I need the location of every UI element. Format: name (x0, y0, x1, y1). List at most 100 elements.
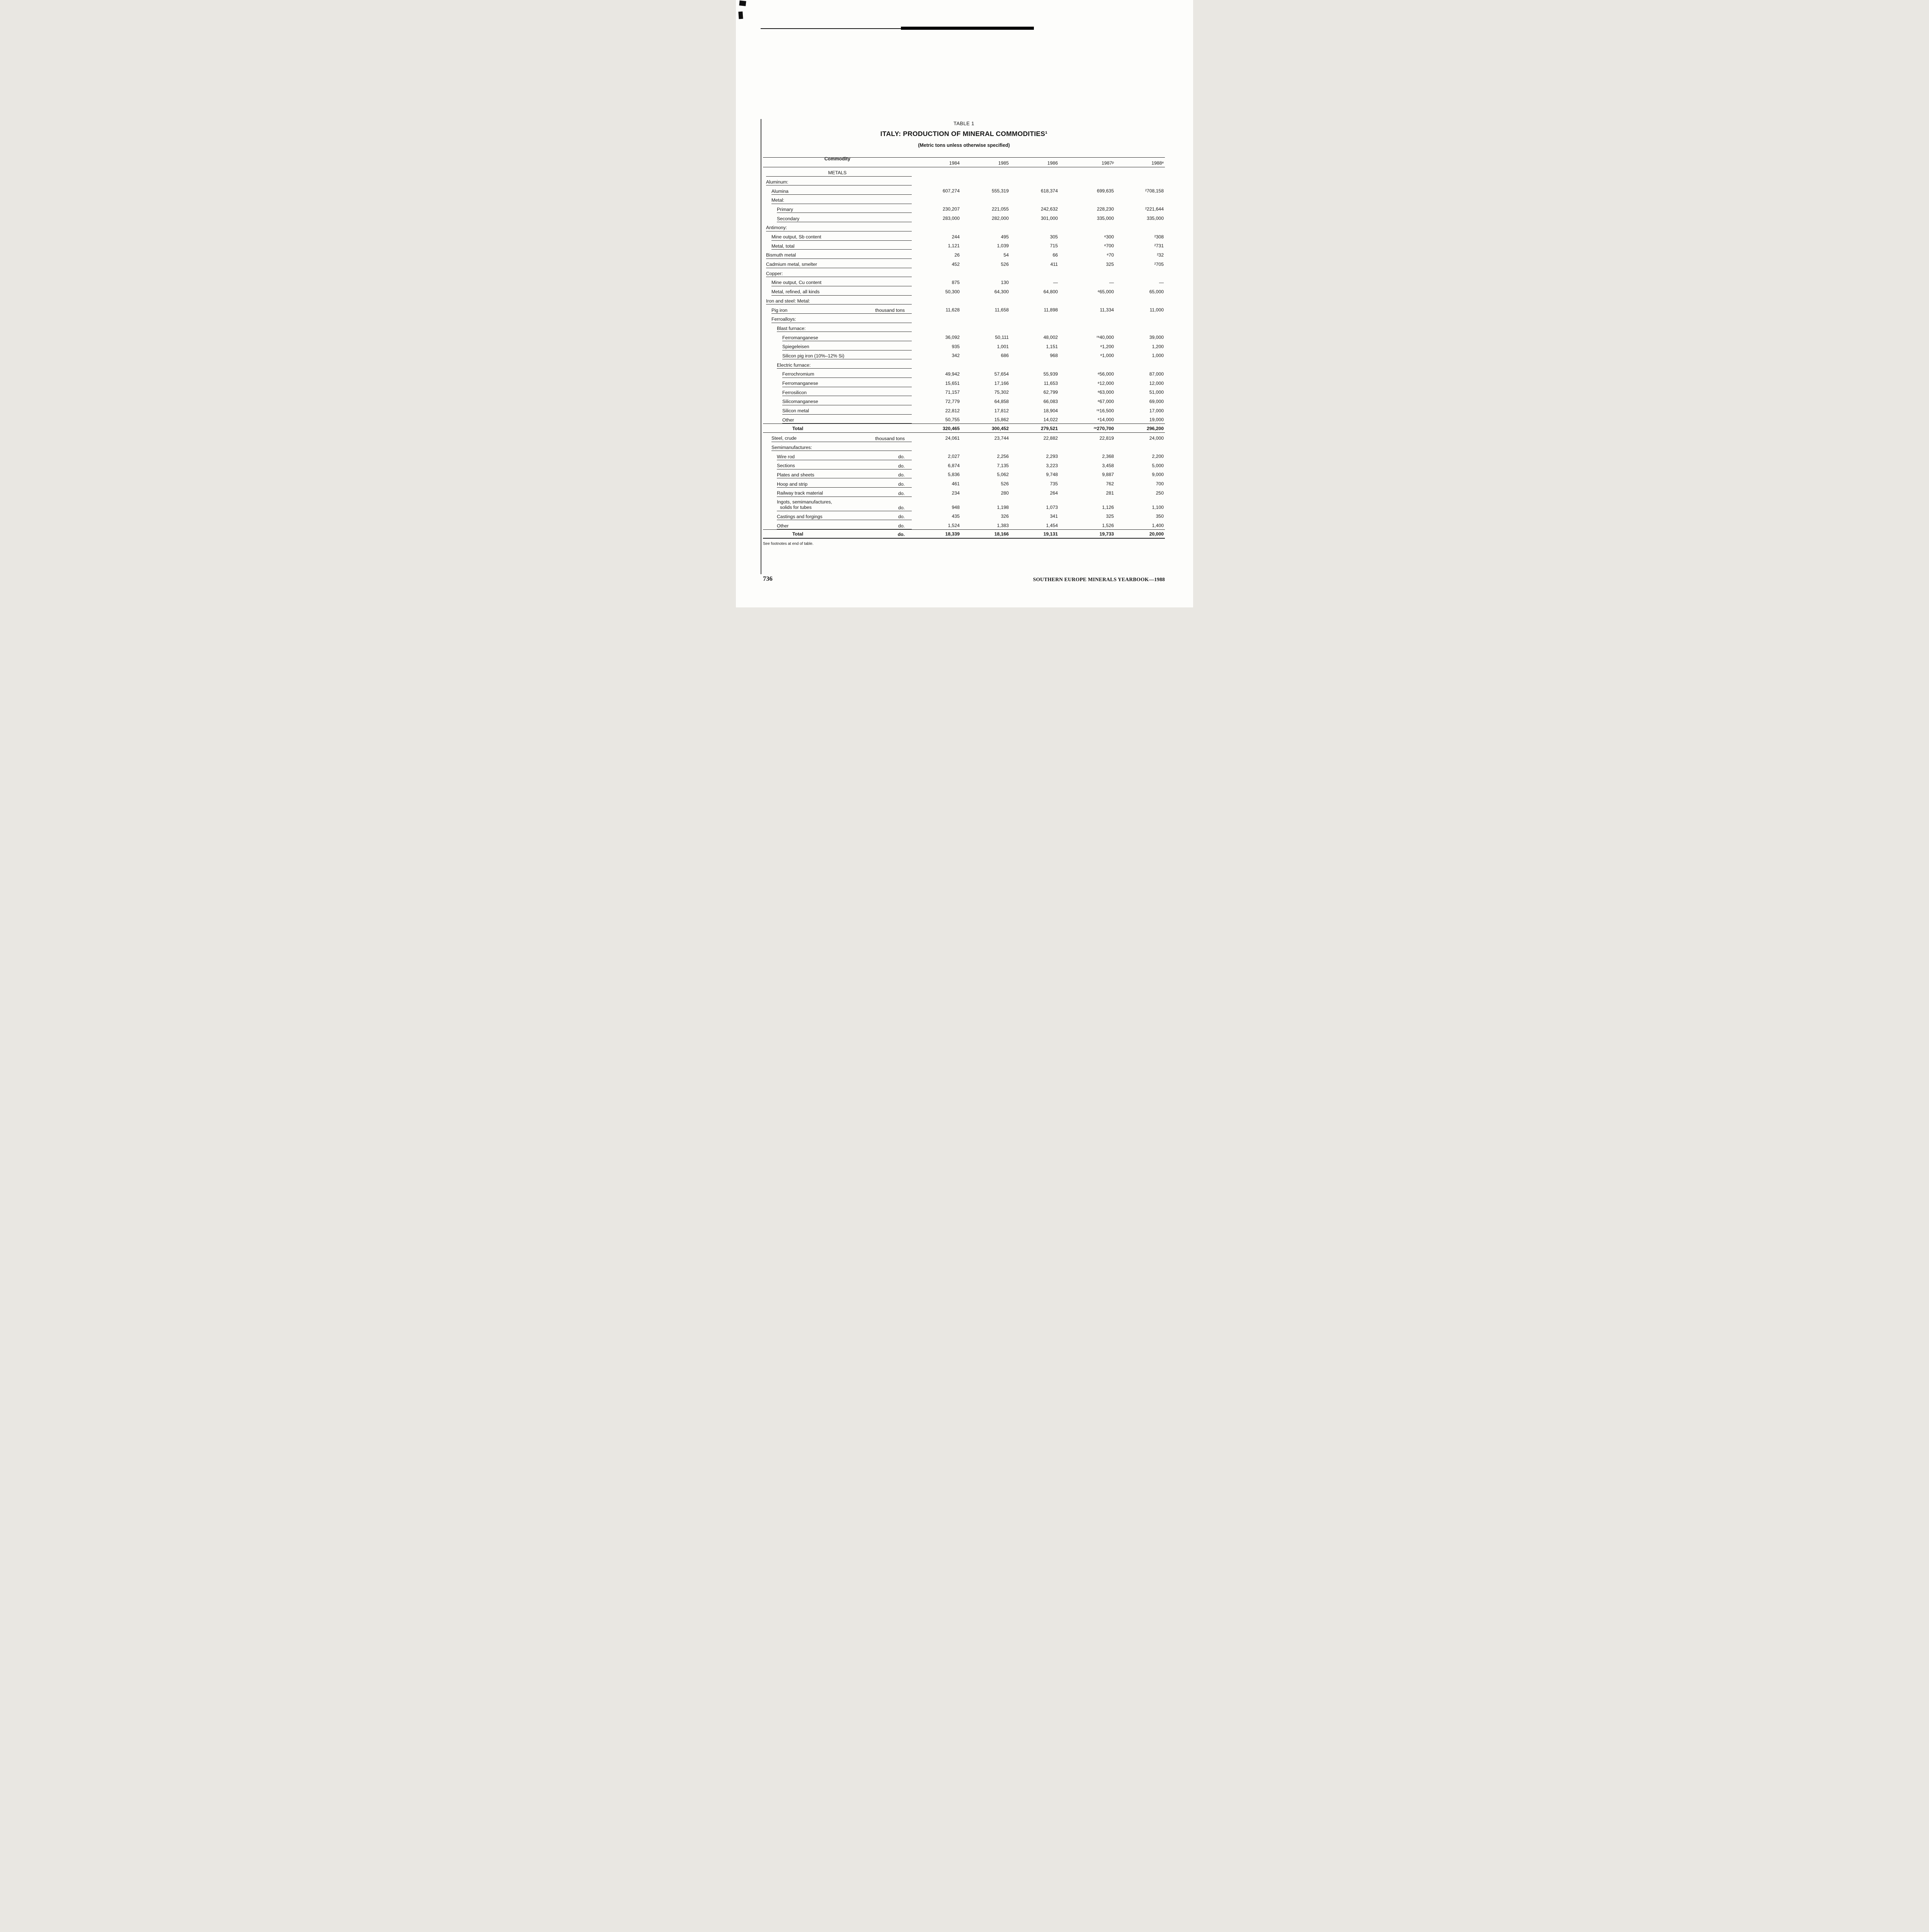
value-cell: 5,062 (997, 472, 1009, 478)
value-cell: 50,755 (945, 417, 960, 423)
value-cell: 305 (1050, 234, 1058, 240)
value-cell: 325 (1106, 261, 1114, 267)
commodity-label: Metal, total (771, 243, 795, 249)
value-cell: 1,383 (997, 523, 1009, 529)
footer-publication-title: SOUTHERN EUROPE MINERALS YEARBOOK—1988 (1033, 577, 1165, 582)
table-row: Silicon metal 22,812 17,812 18,904 ʳᵉ16,500 1… (763, 405, 1165, 415)
value-cell: 1,454 (1046, 523, 1058, 529)
commodity-label: Silicon metal (782, 408, 809, 414)
value-cell: 71,157 (945, 389, 960, 395)
value-cell: ʳᵉ16,500 (1096, 408, 1114, 413)
value-cell: 11,000 (1149, 307, 1164, 313)
value-cell: 228,230 (1096, 206, 1114, 212)
value-cell: 1,151 (1046, 344, 1058, 349)
value-cell: 1,198 (997, 504, 1009, 510)
unit-label: thousand tons (875, 435, 905, 441)
value-cell: 935 (952, 344, 960, 349)
value-cell: 700 (1156, 481, 1164, 487)
value-cell: 234 (952, 490, 960, 496)
unit-label: do. (898, 463, 905, 469)
table-row: Railway track material do. 234 280 264 281 250 (763, 488, 1165, 497)
commodity-cell: Plates and sheets do. (763, 469, 912, 479)
commodity-cell: Semimanufactures: (763, 442, 912, 451)
table-row: Ferrosilicon 71,157 75,302 62,799 ᵉ63,000 51,… (763, 387, 1165, 396)
value-cell: 5,000 (1152, 463, 1164, 468)
value-cell: 9,000 (1152, 472, 1164, 478)
value-cell: ᵉ14,000 (1098, 417, 1114, 423)
leader-line (771, 240, 912, 241)
value-cell: 57,654 (994, 371, 1009, 377)
commodity-label: Aluminum: (766, 179, 788, 185)
commodity-label: Ferroalloys: (771, 316, 796, 322)
value-cell: — (1159, 279, 1164, 285)
value-cell: 244 (952, 234, 960, 240)
commodity-cell: Iron and steel: Metal: (763, 296, 912, 305)
value-cell: ²308 (1154, 234, 1164, 240)
commodity-cell: Hoop and strip do. (763, 478, 912, 488)
table-row: Total 320,465 300,452 279,521 ʳᵉ270,700 296,2… (763, 423, 1165, 433)
table-row: Other do. 1,524 1,383 1,454 1,526 1,400 (763, 520, 1165, 530)
leader-line (771, 295, 912, 296)
commodity-label: Ferromanganese (782, 335, 818, 340)
commodity-cell: Alumina (763, 185, 912, 195)
value-cell: 341 (1050, 514, 1058, 519)
value-cell: 1,524 (948, 523, 960, 529)
commodity-label: Other (777, 523, 789, 529)
value-cell: 735 (1050, 481, 1058, 487)
unit-label: do. (898, 490, 905, 496)
commodity-cell: Other do. (763, 520, 912, 530)
value-cell: 7,135 (997, 463, 1009, 468)
scanned-page: TABLE 1 ITALY: PRODUCTION OF MINERAL COM… (736, 0, 1193, 607)
commodity-cell: Ferrosilicon (763, 387, 912, 396)
value-cell: 2,256 (997, 454, 1009, 459)
table-row: Silicomanganese 72,779 64,858 66,083 ᵉ67,000… (763, 396, 1165, 405)
commodity-cell: Railway track material do. (763, 488, 912, 497)
value-cell: 17,166 (994, 380, 1009, 386)
leader-line (771, 313, 912, 314)
commodity-cell: Ingots, semimanufactures, solids for tube… (763, 497, 912, 511)
value-cell: 22,812 (945, 408, 960, 413)
commodity-label: Castings and forgings (777, 514, 822, 519)
value-cell: 2,368 (1102, 454, 1114, 459)
value-cell: 24,000 (1149, 435, 1164, 441)
commodity-label: Plates and sheets (777, 472, 814, 478)
commodity-label: Blast furnace: (777, 325, 806, 331)
leader-line (777, 487, 912, 488)
table-section-row: Antimony: (763, 222, 1165, 231)
value-cell: 75,302 (994, 389, 1009, 395)
value-cell: 326 (1001, 514, 1009, 519)
table-header-row: Commodity 1984 1985 1986 1987ᵖ 1988ᵉ (763, 156, 1165, 167)
table-section-row: Aluminum: (763, 177, 1165, 186)
table-row: Primary 230,207 221,055 242,632 228,230 ²221,… (763, 204, 1165, 213)
table-row: Metal, refined, all kinds 50,300 64,300 64,… (763, 286, 1165, 296)
commodity-cell: Metal, total (763, 241, 912, 250)
scan-artifact (738, 11, 743, 19)
value-cell: 1,126 (1102, 504, 1114, 510)
leader-line (777, 368, 912, 369)
table-row: Other 50,755 15,862 14,022 ᵉ14,000 19,000 (763, 415, 1165, 424)
unit-label: do. (898, 481, 905, 487)
value-cell: 17,000 (1149, 408, 1164, 413)
value-cell: — (1053, 279, 1058, 285)
value-cell: ᵉ63,000 (1098, 389, 1114, 395)
commodity-cell: Electric furnace: (763, 359, 912, 369)
commodity-cell: Other (763, 415, 912, 424)
value-cell: 335,000 (1146, 216, 1164, 221)
value-cell: 87,000 (1149, 371, 1164, 377)
value-cell: 15,651 (945, 380, 960, 386)
commodity-cell: Metal, refined, all kinds (763, 286, 912, 296)
value-cell: 11,628 (945, 307, 960, 313)
value-cell: — (1109, 279, 1114, 285)
commodity-label: Electric furnace: (777, 362, 811, 368)
table-row: Pig iron thousand tons 11,628 11,658 11,898 1… (763, 304, 1165, 314)
commodity-label: Total (792, 531, 804, 537)
value-cell: ²705 (1154, 261, 1164, 267)
value-cell: 20,000 (1149, 531, 1164, 537)
value-cell: ²731 (1154, 243, 1164, 249)
value-cell: 250 (1156, 490, 1164, 496)
value-cell: 69,000 (1149, 398, 1164, 404)
commodity-label: Sections (777, 463, 795, 469)
value-cell: ᵉ700 (1104, 243, 1114, 249)
value-cell: 350 (1156, 514, 1164, 519)
value-cell: 11,658 (994, 307, 1009, 313)
